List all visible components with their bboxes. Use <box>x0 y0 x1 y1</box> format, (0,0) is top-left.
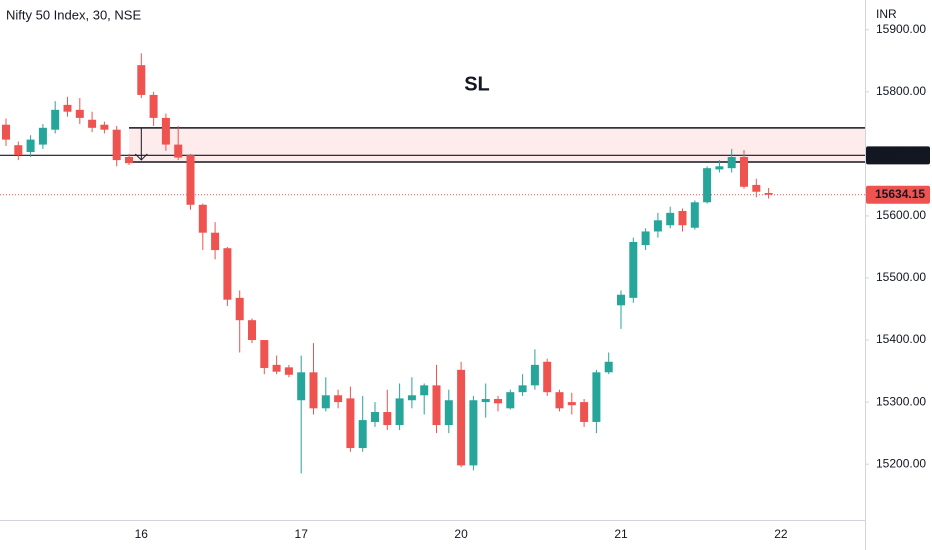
candle-body <box>444 400 453 426</box>
sl-zone <box>129 127 865 162</box>
candle-body <box>100 124 109 130</box>
candle-body <box>186 155 195 205</box>
candle-body <box>469 400 478 466</box>
candle-body <box>727 156 736 169</box>
candle-body <box>617 294 625 306</box>
candle-body <box>383 412 392 426</box>
candle-body <box>543 361 552 393</box>
candle-body <box>592 372 601 422</box>
candle-body <box>432 385 441 426</box>
sl-label: SL <box>464 73 490 95</box>
y-tick-label: 15500.00 <box>876 270 926 284</box>
candle-body <box>161 117 170 145</box>
y-tick-label: 15200.00 <box>876 456 926 470</box>
candle-body <box>371 412 379 422</box>
y-tick-label: 15600.00 <box>876 208 926 222</box>
last-price-tag <box>866 185 930 204</box>
candle-body <box>358 420 367 449</box>
chart-title: Nifty 50 Index, 30, NSE <box>6 7 141 22</box>
candle-body <box>740 156 748 187</box>
candle-body <box>580 402 589 422</box>
candle-body <box>272 364 281 372</box>
x-tick-label: 21 <box>614 527 628 541</box>
candle-body <box>715 166 724 170</box>
candle-body <box>494 398 502 404</box>
candle-body <box>125 156 133 164</box>
candle-body <box>248 320 256 341</box>
candle-body <box>518 385 527 393</box>
x-tick-label: 20 <box>454 527 468 541</box>
candle-body <box>604 361 613 373</box>
candle-body <box>14 145 23 156</box>
candle-body <box>703 168 712 203</box>
candle-body <box>235 297 244 321</box>
candle-body <box>309 372 318 409</box>
candle-body <box>334 395 343 403</box>
candle-body <box>63 104 72 112</box>
candle-body <box>88 119 97 128</box>
candle-body <box>137 65 146 95</box>
candle-body <box>260 340 269 368</box>
candle-body <box>2 124 10 140</box>
candle-body <box>457 369 466 466</box>
candle-body <box>420 385 429 396</box>
candle-body <box>75 109 84 118</box>
candle-body <box>666 212 675 226</box>
candle-body <box>764 192 773 195</box>
price-line-tag <box>866 146 930 165</box>
y-tick-label: 15900.00 <box>876 22 926 36</box>
candle-body <box>198 204 207 233</box>
candle-body <box>752 184 761 192</box>
candle-body <box>38 127 47 145</box>
y-tick-label: 15300.00 <box>876 394 926 408</box>
candle-body <box>223 248 232 300</box>
candle-body <box>395 398 404 426</box>
candle-body <box>174 144 183 158</box>
candle-body <box>506 392 515 409</box>
price-line-label: 15697.70 <box>875 147 925 161</box>
candle-body <box>653 220 662 232</box>
last-price-label: 15634.15 <box>875 187 925 201</box>
arrow-head <box>134 153 148 161</box>
candle-body <box>284 367 293 375</box>
candle-body <box>407 395 416 401</box>
x-tick-label: 17 <box>295 527 309 541</box>
candle-body <box>629 242 638 298</box>
candle-body <box>690 202 699 228</box>
candle-body <box>530 364 539 386</box>
candle-body <box>346 398 355 449</box>
currency-label: INR <box>876 7 897 21</box>
candle-body <box>211 232 220 251</box>
y-tick-label: 15800.00 <box>876 84 926 98</box>
candle-body <box>51 109 60 130</box>
candle-body <box>26 139 35 153</box>
candle-body <box>297 372 306 401</box>
candle-body <box>481 398 490 403</box>
candle-body <box>112 129 121 161</box>
candle-body <box>641 231 650 246</box>
candle-body <box>321 395 330 409</box>
candle-body <box>678 210 687 226</box>
x-tick-label: 22 <box>774 527 788 541</box>
candle-body <box>149 94 158 118</box>
candle-body <box>567 402 576 406</box>
x-tick-label: 16 <box>135 527 149 541</box>
candle-body <box>555 392 564 409</box>
y-tick-label: 15400.00 <box>876 332 926 346</box>
